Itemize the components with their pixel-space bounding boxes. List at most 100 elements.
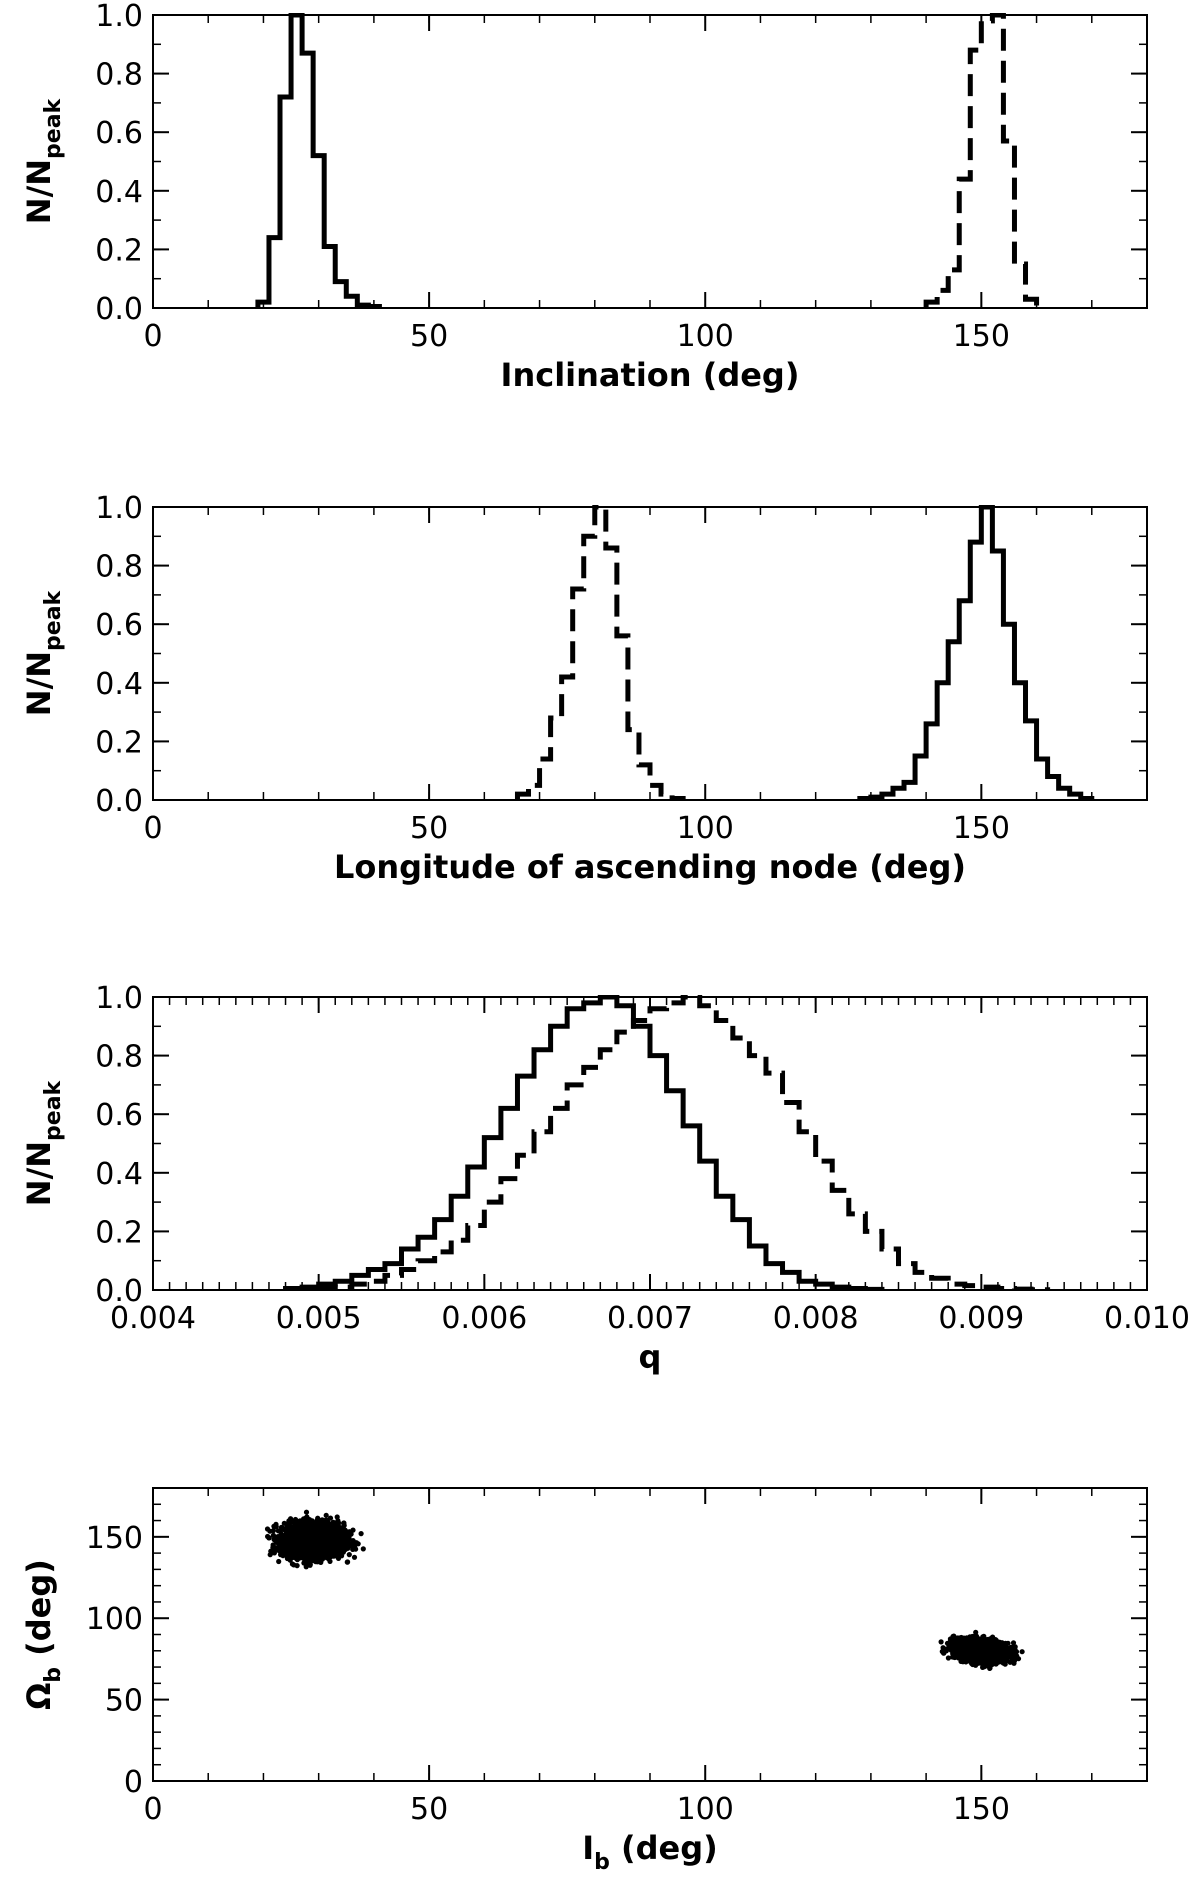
scatter-point [360, 1546, 366, 1552]
y-tick-label: 150 [86, 1521, 143, 1556]
scatter-point [938, 1639, 944, 1645]
scatter-point [324, 1523, 331, 1529]
ticks [152, 14, 1148, 309]
scatter-point [981, 1664, 987, 1670]
scatter-point [981, 1633, 987, 1639]
scatter-point [943, 1648, 950, 1654]
scatter-point [351, 1554, 358, 1560]
scatter-point [345, 1559, 351, 1565]
y-tick-label: 0.6 [95, 1098, 143, 1133]
x-axis-title-main: I [582, 1829, 594, 1867]
y-tick-label: 0.2 [95, 1215, 143, 1250]
y-axis-title-main: Ω [20, 1683, 58, 1710]
scatter-point [1009, 1656, 1015, 1662]
x-axis-title-main: q [639, 1338, 662, 1376]
scatter-point [273, 1524, 279, 1530]
x-tick-label: 0 [143, 1792, 162, 1827]
scatter-point [307, 1562, 313, 1568]
scatter-point [276, 1558, 282, 1565]
plot-area [514, 505, 1095, 800]
x-axis-title-suffix: (deg) [610, 1829, 718, 1867]
scatter-point [303, 1509, 310, 1515]
x-axis-title-main: Longitude of ascending node (deg) [334, 848, 966, 886]
series-solid-line [857, 505, 1095, 800]
scatter-point [334, 1514, 340, 1520]
x-tick-label: 0.007 [607, 1301, 693, 1336]
ticks [152, 996, 1148, 1291]
y-tick-label: 1.0 [95, 0, 143, 34]
scatter-point [940, 1645, 946, 1651]
scatter-point [278, 1531, 284, 1537]
scatter-point [270, 1528, 276, 1534]
ticks [152, 506, 1148, 801]
plot-area [255, 13, 1040, 308]
scatter-point [954, 1651, 961, 1657]
x-tick-label: 50 [410, 1792, 448, 1827]
scatter-point [948, 1638, 955, 1644]
y-axis-title-subscript: peak [41, 97, 66, 159]
y-tick-label: 0.0 [95, 784, 143, 819]
scatter-point [348, 1542, 354, 1549]
scatter-point [945, 1655, 952, 1661]
x-tick-label: 0.004 [110, 1301, 196, 1336]
scatter-point [273, 1538, 279, 1544]
series-dashed-line [316, 995, 1051, 1290]
scatter-point [358, 1531, 364, 1537]
scatter-point [1010, 1640, 1017, 1646]
scatter-point [970, 1661, 976, 1668]
plot-area [264, 1509, 1025, 1671]
x-tick-label: 0.005 [276, 1301, 362, 1336]
y-axis-title-main: N/N [20, 651, 58, 716]
scatter-point [331, 1549, 337, 1555]
x-axis-title-main: Inclination (deg) [501, 356, 800, 394]
x-tick-label: 150 [953, 319, 1010, 354]
scatter-cluster-core [958, 1640, 1005, 1662]
y-tick-label: 0.8 [95, 550, 143, 585]
scatter-point [346, 1552, 352, 1558]
y-tick-label: 0.2 [95, 233, 143, 268]
y-axis-title: Ωb (deg) [20, 1559, 66, 1710]
scatter-point [1004, 1658, 1010, 1664]
y-axis-title-subscript: peak [41, 589, 66, 651]
panel-3: 0.004 0.005 0.006 0.007 0.008 0.009 0.010 0.0 0.… [20, 981, 1190, 1376]
x-tick-label: 0 [143, 319, 162, 354]
panel-2: 0 50 100 150 0.0 0.2 0.4 0.6 0.8 1.0 Longitude of … [20, 491, 1148, 886]
y-axis-title-subscript: peak [41, 1079, 66, 1141]
scatter-point [303, 1564, 309, 1570]
plot-area [283, 995, 1051, 1290]
scatter-point [993, 1661, 999, 1667]
scatter-point [265, 1533, 271, 1540]
x-tick-label: 100 [677, 811, 734, 846]
y-tick-label: 0.8 [95, 58, 143, 93]
scatter-point [960, 1636, 966, 1642]
scatter-point [330, 1519, 336, 1525]
x-tick-label: 150 [953, 811, 1010, 846]
y-tick-label: 0.4 [95, 175, 143, 210]
scatter-point [329, 1524, 335, 1530]
scatter-point [313, 1559, 319, 1565]
ticks [152, 1487, 1148, 1782]
scatter-point [264, 1526, 271, 1532]
x-tick-label: 0.008 [773, 1301, 859, 1336]
scatter-point [348, 1531, 354, 1537]
scatter-point [294, 1521, 300, 1528]
series-dashed-line [923, 13, 1040, 308]
scatter-point [1002, 1640, 1009, 1646]
x-axis-title-subscript: b [594, 1850, 610, 1873]
y-tick-label: 50 [105, 1684, 143, 1719]
scatter-point [287, 1557, 293, 1563]
x-axis-title: Ib (deg) [582, 1829, 718, 1873]
y-tick-label: 0.0 [95, 1274, 143, 1309]
x-tick-label: 0.006 [441, 1301, 527, 1336]
y-axis-title: N/Npeak [20, 97, 66, 224]
x-axis-title: Longitude of ascending node (deg) [334, 848, 966, 886]
scatter-point [967, 1634, 973, 1640]
scatter-point [280, 1551, 286, 1557]
y-tick-label: 0.8 [95, 1040, 143, 1075]
y-axis-title-subscript: b [41, 1667, 66, 1683]
scatter-point [319, 1555, 325, 1561]
y-tick-label: 0.2 [95, 725, 143, 760]
scatter-point [327, 1515, 334, 1521]
